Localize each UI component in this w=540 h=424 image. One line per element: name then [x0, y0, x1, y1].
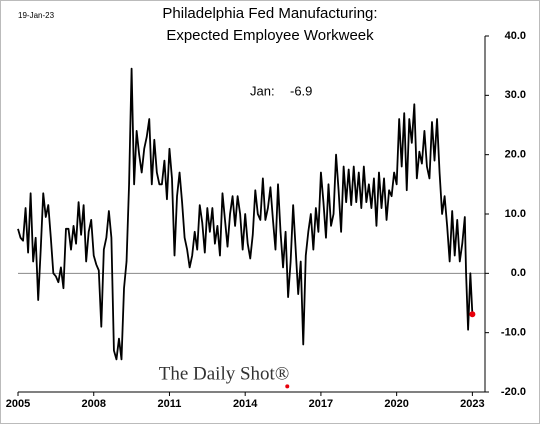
annotation-label: Jan: — [250, 83, 275, 98]
y-tick-label: 30.0 — [505, 89, 526, 101]
x-tick-label: 2011 — [158, 398, 182, 410]
x-tick-label: 2023 — [460, 398, 484, 410]
y-tick-label: 40.0 — [505, 30, 526, 42]
latest-point — [469, 311, 476, 318]
chart-subtitle: Expected Employee Workweek — [166, 27, 374, 44]
x-tick-label: 2005 — [6, 398, 30, 410]
y-tick-label: 20.0 — [505, 149, 526, 161]
x-tick-label: 2014 — [233, 398, 258, 410]
data-line — [17, 67, 474, 361]
x-tick-label: 2020 — [384, 398, 408, 410]
y-tick-label: 10.0 — [505, 208, 526, 220]
watermark-dot — [285, 384, 290, 389]
y-tick-label: 0.0 — [511, 267, 526, 279]
x-tick-label: 2017 — [309, 398, 333, 410]
y-tick-label: -20.0 — [501, 386, 526, 398]
y-tick-label: -10.0 — [501, 327, 526, 339]
date-label: 19-Jan-23 — [18, 11, 55, 20]
x-tick-label: 2008 — [81, 398, 105, 410]
watermark: The Daily Shot® — [159, 363, 290, 384]
chart-title: Philadelphia Fed Manufacturing: — [162, 5, 377, 22]
annotation-value: -6.9 — [290, 83, 312, 98]
